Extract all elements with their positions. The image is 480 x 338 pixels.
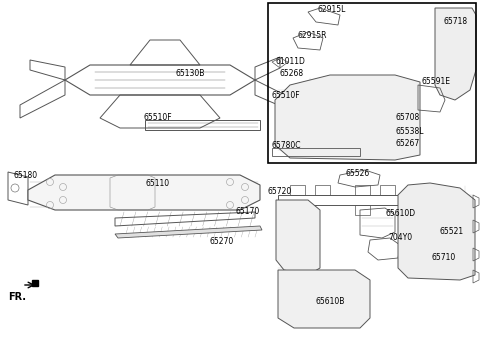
Text: 65610B: 65610B [316, 297, 346, 307]
Text: 61011D: 61011D [275, 57, 305, 67]
Text: 62915L: 62915L [318, 5, 347, 15]
Text: 704Y0: 704Y0 [388, 234, 412, 242]
Text: 65180: 65180 [14, 171, 38, 180]
Text: 65268: 65268 [280, 70, 304, 78]
Text: 65521: 65521 [440, 227, 464, 237]
Text: 65710: 65710 [432, 254, 456, 263]
Polygon shape [276, 200, 320, 275]
Text: FR.: FR. [8, 292, 26, 302]
Text: 65538L: 65538L [396, 126, 424, 136]
Text: 65708: 65708 [396, 114, 420, 122]
Text: 65270: 65270 [210, 238, 234, 246]
Text: 62915R: 62915R [298, 30, 327, 40]
Polygon shape [398, 183, 475, 280]
Text: 65510F: 65510F [143, 114, 172, 122]
Polygon shape [435, 8, 476, 100]
Text: 65110: 65110 [145, 178, 169, 188]
Polygon shape [278, 270, 370, 328]
Text: 65720: 65720 [268, 187, 292, 195]
Text: 65510F: 65510F [272, 91, 300, 99]
Text: 65591E: 65591E [422, 77, 451, 87]
Polygon shape [275, 75, 420, 160]
Polygon shape [32, 280, 38, 286]
Circle shape [389, 114, 397, 122]
Polygon shape [28, 175, 260, 210]
Bar [268, 3, 476, 163]
Text: 65526: 65526 [345, 169, 369, 177]
Text: 65610D: 65610D [385, 209, 415, 217]
Circle shape [389, 140, 397, 148]
Text: 65780C: 65780C [272, 141, 301, 149]
Text: 65130B: 65130B [175, 69, 204, 77]
Text: 65267: 65267 [396, 140, 420, 148]
Circle shape [389, 127, 397, 135]
Text: 65170: 65170 [235, 207, 259, 216]
Text: 65718: 65718 [443, 18, 467, 26]
Polygon shape [115, 226, 262, 238]
